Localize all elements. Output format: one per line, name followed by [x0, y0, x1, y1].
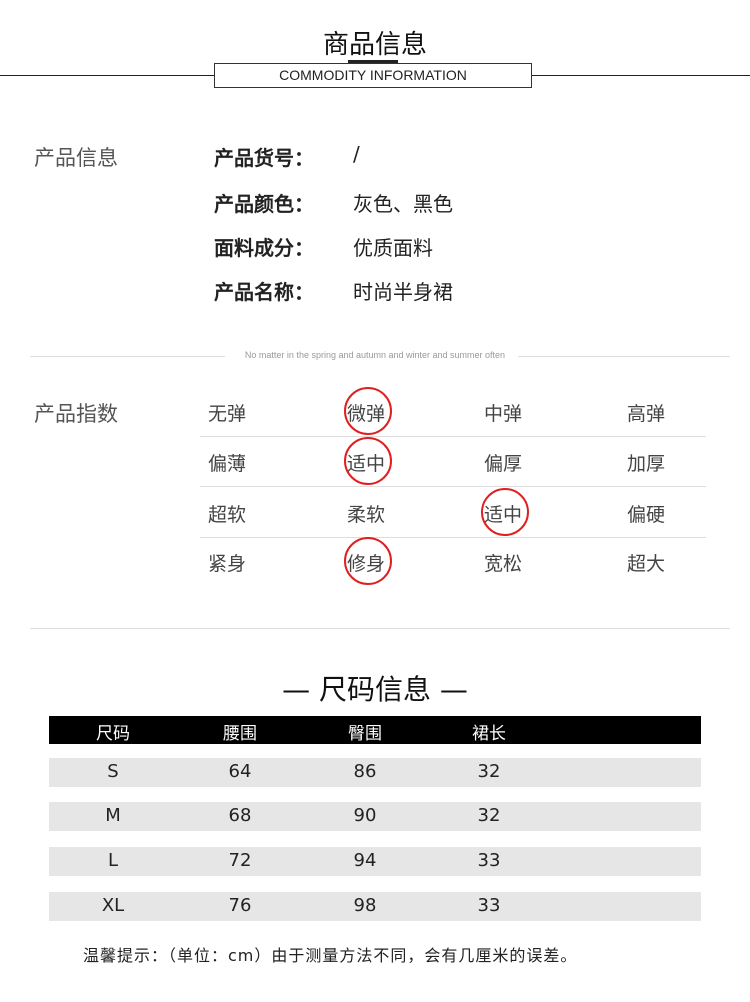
footer-note: 温馨提示：（单位：cm）由于测量方法不同，会有几厘米的误差。 [83, 946, 578, 965]
size-cell: 86 [353, 761, 377, 782]
info-value: 时尚半身裙 [353, 280, 453, 304]
row-divider [200, 537, 706, 538]
size-header: 尺码 [96, 724, 130, 744]
size-cell: 98 [353, 895, 377, 916]
selected-circle [344, 537, 392, 585]
index-option: 中弹 [484, 403, 523, 425]
title-accent-bar [348, 60, 398, 63]
selected-circle [344, 437, 392, 485]
info-label: 产品信息 [34, 146, 118, 170]
index-option: 柔软 [347, 504, 386, 526]
divider-note: No matter in the spring and autumn and w… [244, 350, 506, 360]
size-row [49, 802, 701, 831]
size-cell: XL [101, 895, 125, 916]
size-header: 腰围 [223, 724, 257, 744]
selected-circle [344, 387, 392, 435]
size-cell: 32 [477, 805, 501, 826]
section-subtitle: COMMODITY INFORMATION [214, 63, 532, 88]
index-option: 高弹 [627, 403, 666, 425]
index-label: 产品指数 [34, 402, 118, 426]
section-title: 商品信息 [322, 30, 427, 60]
index-option: 超软 [208, 504, 247, 526]
size-cell: 94 [353, 850, 377, 871]
size-row [49, 892, 701, 921]
size-title: — 尺码信息 — [282, 673, 468, 706]
size-cell: L [107, 850, 119, 871]
size-row [49, 758, 701, 787]
info-value: 优质面料 [353, 236, 433, 260]
size-cell: 32 [477, 761, 501, 782]
row-divider [200, 436, 706, 437]
size-cell: 33 [477, 895, 501, 916]
info-value: / [353, 142, 360, 166]
size-cell: 72 [228, 850, 252, 871]
size-cell: S [107, 761, 119, 782]
size-header: 裙长 [472, 724, 506, 744]
size-cell: 64 [228, 761, 252, 782]
index-option: 偏硬 [627, 504, 666, 526]
index-option: 无弹 [208, 403, 247, 425]
selected-circle [481, 488, 529, 536]
divider [518, 356, 730, 357]
index-option: 加厚 [627, 453, 666, 475]
index-option: 宽松 [484, 553, 523, 575]
size-cell: M [105, 805, 121, 826]
row-divider [200, 486, 706, 487]
size-cell: 90 [353, 805, 377, 826]
size-cell: 33 [477, 850, 501, 871]
info-key: 产品货号： [214, 146, 314, 170]
info-key: 面料成分： [214, 236, 314, 260]
size-cell: 76 [228, 895, 252, 916]
index-option: 偏厚 [484, 453, 523, 475]
size-header: 臀围 [348, 724, 382, 744]
size-cell: 68 [228, 805, 252, 826]
info-key: 产品颜色： [214, 192, 314, 216]
size-table-header [49, 716, 701, 744]
info-key: 产品名称： [214, 280, 314, 304]
index-option: 偏薄 [208, 453, 247, 475]
index-option: 紧身 [208, 553, 247, 575]
index-option: 超大 [627, 553, 666, 575]
info-value: 灰色、黑色 [353, 192, 453, 216]
size-row [49, 847, 701, 876]
divider [30, 628, 730, 629]
divider [30, 356, 225, 357]
